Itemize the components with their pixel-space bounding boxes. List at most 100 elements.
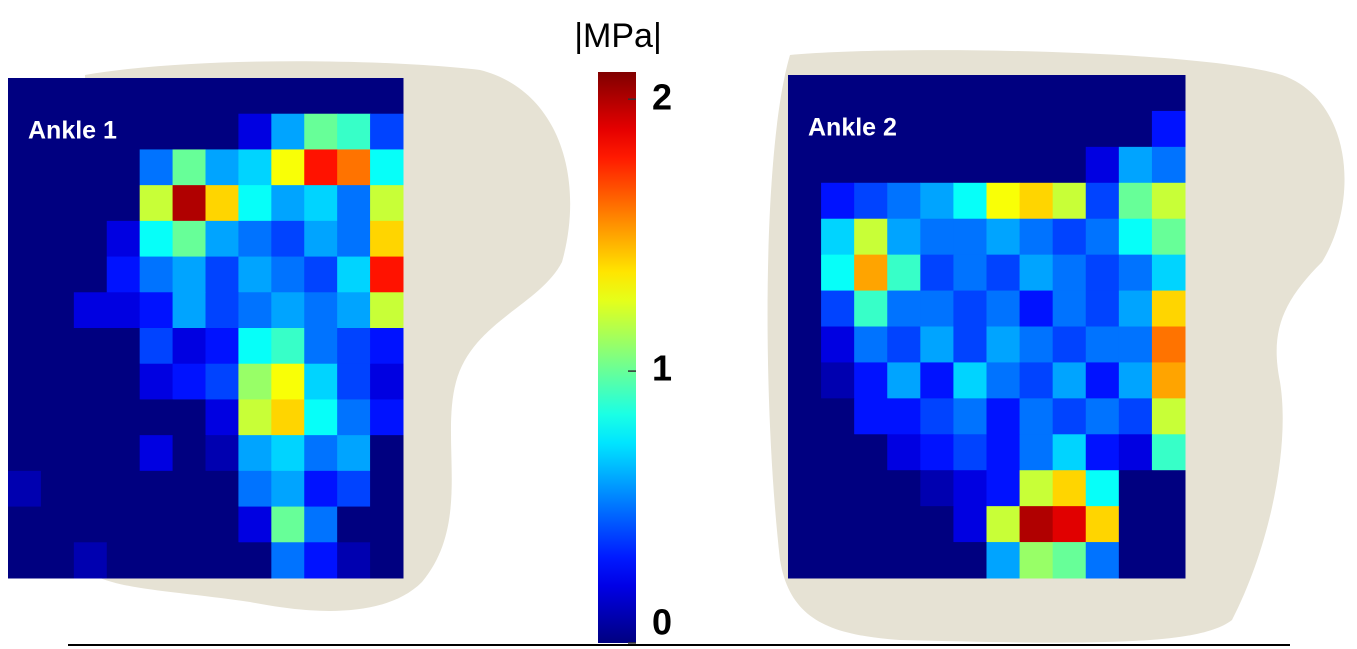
heatmap-cell	[953, 147, 987, 183]
heatmap-cell	[41, 328, 74, 364]
heatmap-cell	[206, 221, 239, 257]
heatmap-cell	[1152, 255, 1186, 291]
heatmap-cell	[1020, 219, 1054, 255]
heatmap-cell	[173, 399, 206, 435]
heatmap-cell	[1119, 542, 1153, 578]
heatmap-cell	[74, 328, 107, 364]
heatmap-cell	[271, 471, 304, 507]
heatmap-cell	[1086, 434, 1120, 470]
heatmap-cell	[41, 542, 74, 578]
heatmap-cell	[821, 183, 855, 219]
heatmap-cell	[1119, 75, 1153, 111]
heatmap-cell	[206, 435, 239, 471]
heatmap-cell	[1086, 398, 1120, 434]
heatmap-cell	[173, 114, 206, 150]
heatmap-cell	[238, 292, 271, 328]
heatmap-cell	[206, 292, 239, 328]
heatmap-cell	[140, 149, 173, 185]
heatmap-cell	[238, 435, 271, 471]
heatmap-cell	[271, 221, 304, 257]
heatmap-cell	[140, 507, 173, 543]
heatmap-cell	[953, 470, 987, 506]
heatmap-cell	[74, 185, 107, 221]
heatmap-cell	[8, 328, 41, 364]
heatmap-cell	[304, 78, 337, 114]
heatmap-cell	[173, 257, 206, 293]
heatmap-cell	[821, 398, 855, 434]
heatmap-cell	[1152, 506, 1186, 542]
heatmap-cell	[304, 328, 337, 364]
heatmap-cell	[854, 75, 888, 111]
heatmap-cell	[140, 542, 173, 578]
heatmap-cell	[140, 399, 173, 435]
heatmap-cell	[887, 147, 921, 183]
heatmap-cell	[1053, 183, 1087, 219]
heatmap-cell	[74, 542, 107, 578]
heatmap-cell	[238, 399, 271, 435]
heatmap-cell	[370, 78, 403, 114]
heatmap-cell	[953, 434, 987, 470]
heatmap-cell	[107, 435, 140, 471]
heatmap-cell	[1119, 291, 1153, 327]
heatmap-cell	[1119, 398, 1153, 434]
heatmap-cell	[370, 542, 403, 578]
heatmap-cell	[8, 185, 41, 221]
heatmap-cell	[887, 470, 921, 506]
heatmap-cell	[854, 434, 888, 470]
heatmap-cell	[920, 506, 954, 542]
heatmap-cell	[1152, 219, 1186, 255]
heatmap-cell	[173, 542, 206, 578]
heatmap-cell	[173, 471, 206, 507]
heatmap-cell	[271, 364, 304, 400]
heatmap-cell	[107, 328, 140, 364]
heatmap-cell	[337, 364, 370, 400]
heatmap-cell	[8, 471, 41, 507]
heatmap-cell	[370, 114, 403, 150]
heatmap-cell	[370, 471, 403, 507]
heatmap-cell	[1119, 183, 1153, 219]
heatmap-cell	[987, 327, 1021, 363]
heatmap-cell	[337, 292, 370, 328]
heatmap-cell	[173, 364, 206, 400]
heatmap-cell	[206, 364, 239, 400]
heatmap-cell	[8, 292, 41, 328]
heatmap-cell	[920, 542, 954, 578]
heatmap-cell	[987, 362, 1021, 398]
heatmap-cell	[1053, 291, 1087, 327]
heatmap-cell	[206, 114, 239, 150]
heatmap-cell	[107, 149, 140, 185]
heatmap-cell	[304, 257, 337, 293]
heatmap-cell	[370, 328, 403, 364]
heatmap-cell	[238, 114, 271, 150]
heatmap-cell	[107, 399, 140, 435]
heatmap-cell	[74, 471, 107, 507]
heatmap-cell	[140, 435, 173, 471]
heatmap-cell	[271, 399, 304, 435]
heatmap-cell	[953, 362, 987, 398]
heatmap-cell	[271, 507, 304, 543]
heatmap-cell	[107, 257, 140, 293]
heatmap-cell	[238, 364, 271, 400]
heatmap-cell	[304, 114, 337, 150]
heatmap-cell	[238, 78, 271, 114]
heatmap-cell	[788, 147, 822, 183]
heatmap-cell	[74, 399, 107, 435]
heatmap-cell	[337, 185, 370, 221]
heatmap-cell	[1152, 542, 1186, 578]
heatmap-cell	[173, 292, 206, 328]
colorbar-tick-label: 2	[652, 77, 672, 118]
heatmap-cell	[74, 364, 107, 400]
heatmap-cell	[41, 471, 74, 507]
heatmap-cell	[920, 362, 954, 398]
heatmap-cell	[173, 221, 206, 257]
panel-title: Ankle 2	[808, 114, 897, 142]
heatmap-cell	[370, 185, 403, 221]
heatmap-cell	[304, 221, 337, 257]
heatmap-cell	[1152, 470, 1186, 506]
heatmap-cell	[1086, 542, 1120, 578]
heatmap-cell	[788, 255, 822, 291]
heatmap-cell	[854, 398, 888, 434]
heatmap-cell	[788, 542, 822, 578]
heatmap-cell	[953, 75, 987, 111]
heatmap-cell	[370, 364, 403, 400]
